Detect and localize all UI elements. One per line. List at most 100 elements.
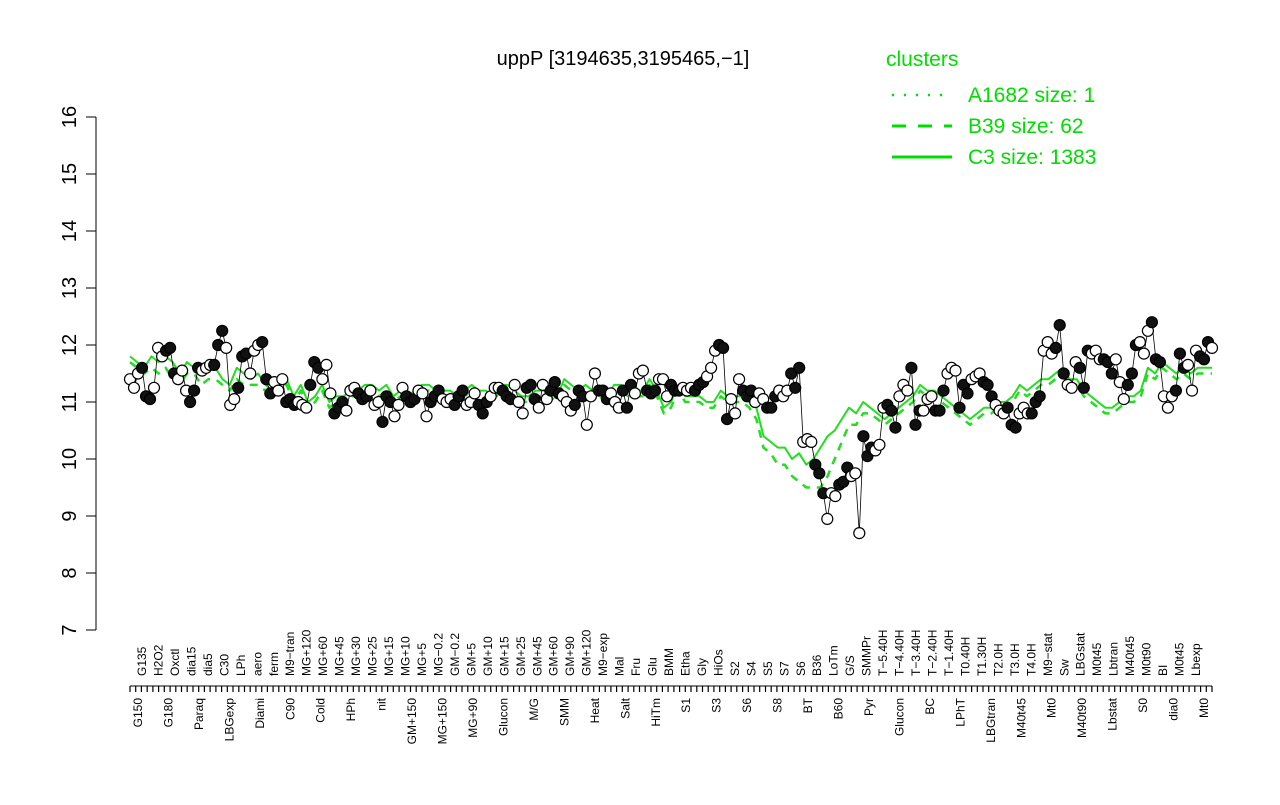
- data-point: [905, 361, 918, 374]
- data-point: [1121, 378, 1134, 391]
- x-tick-label: LBGtran: [984, 698, 998, 743]
- x-tick-label: Diami: [253, 698, 267, 729]
- x-tick-label: S4: [744, 661, 758, 676]
- data-point: [416, 387, 429, 400]
- y-tick-label: 8: [59, 567, 81, 578]
- series-line-solid: [129, 355, 1212, 466]
- data-point: [568, 398, 581, 411]
- x-tick-label: MG−0.2: [431, 633, 445, 676]
- x-tick-label: T2.0H: [991, 643, 1005, 676]
- series-lines: [129, 355, 1212, 489]
- x-tick-label: nit: [375, 697, 389, 710]
- data-point: [468, 387, 481, 400]
- data-point: [873, 438, 886, 451]
- data-point: [147, 381, 161, 394]
- data-point: [933, 404, 946, 417]
- data-point: [937, 384, 950, 397]
- x-tick-label: S3: [710, 698, 724, 713]
- x-tick-label: BI: [1156, 665, 1170, 676]
- y-tick-label: 14: [59, 220, 81, 242]
- data-point: [901, 384, 914, 397]
- x-tick-label: HPh: [344, 698, 358, 721]
- x-tick-label: S6: [740, 698, 754, 713]
- x-tick-label: Sw: [1057, 659, 1071, 676]
- x-tick-label: Lbexp: [1189, 643, 1203, 676]
- x-tick-label: BC: [923, 698, 937, 715]
- data-point: [135, 361, 149, 374]
- data-point: [228, 393, 241, 406]
- x-tick-label: T0.40H: [958, 637, 972, 676]
- x-tick-label: S0: [1136, 698, 1150, 713]
- x-tick-label: MG+120: [300, 629, 314, 676]
- data-point: [1049, 341, 1062, 354]
- legend-label-a1682: A1682 size: 1: [968, 84, 1095, 107]
- y-tick-label: 12: [59, 334, 81, 356]
- data-point: [1145, 316, 1159, 329]
- data-point: [805, 435, 818, 448]
- x-tick-label: Mt0: [1045, 698, 1059, 718]
- x-tick-label: S2: [728, 661, 742, 676]
- data-point: [857, 430, 870, 443]
- x-tick-label: aero: [250, 652, 264, 676]
- x-tick-label: GM+15: [497, 636, 511, 676]
- legend-label-b39: B39 size: 62: [968, 115, 1084, 138]
- data-point: [143, 393, 157, 406]
- data-point: [953, 401, 966, 414]
- data-point: [821, 512, 834, 526]
- data-point: [1105, 367, 1118, 380]
- data-point: [244, 367, 257, 380]
- data-point: [636, 364, 650, 377]
- data-point: [1133, 336, 1147, 349]
- data-point: [1033, 390, 1046, 403]
- data-point: [208, 358, 221, 371]
- x-tick-label: GM+45: [530, 636, 544, 676]
- data-point: [216, 324, 229, 337]
- data-point: [1181, 358, 1195, 371]
- data-point: [732, 373, 746, 386]
- x-tick-label: dia5: [201, 653, 215, 676]
- data-point: [176, 364, 189, 377]
- data-point: [232, 381, 245, 394]
- legend-label-c3: C3 size: 1383: [968, 146, 1096, 169]
- x-tick-label: LPh: [234, 655, 248, 676]
- x-tick-label: Mal: [613, 657, 627, 676]
- x-tick-label: S7: [777, 661, 791, 676]
- data-point: [1001, 401, 1014, 414]
- x-tick-label: M0t90: [1140, 642, 1154, 676]
- x-tick-label: Lbtran: [1107, 642, 1121, 676]
- x-tick-label: Salt: [618, 697, 632, 718]
- data-point: [324, 387, 337, 400]
- x-tick-label: HiTm: [649, 698, 663, 727]
- x-tick-label: M9−tran: [283, 632, 297, 676]
- x-tick-label: H2O2: [152, 644, 166, 676]
- x-tick-label: BT: [801, 697, 815, 713]
- x-tick-label: M40t45: [1123, 636, 1137, 676]
- data-point: [512, 395, 525, 409]
- data-point: [220, 341, 233, 354]
- data-point: [532, 401, 545, 414]
- data-point: [1117, 393, 1130, 406]
- data-point: [1169, 384, 1183, 397]
- data-point: [849, 467, 862, 480]
- data-point: [340, 404, 353, 417]
- x-tick-label: GM+150: [405, 698, 419, 745]
- data-point: [889, 421, 902, 434]
- x-tick-label: Oxctl: [168, 649, 182, 676]
- data-point: [949, 364, 962, 377]
- x-tick-label: GM+120: [580, 629, 594, 676]
- data-point: [588, 367, 602, 380]
- x-tick-label: Heat: [588, 697, 602, 723]
- data-point: [789, 381, 802, 394]
- x-tick-label: SMM: [557, 698, 571, 726]
- x-tick-label: GM+60: [547, 636, 561, 676]
- data-point: [316, 373, 329, 386]
- x-tick-label: Mt0: [1197, 698, 1211, 718]
- data-point: [1161, 401, 1175, 414]
- x-tick-label: GM+10: [481, 636, 495, 676]
- x-tick-label: T−2.40H: [926, 630, 940, 676]
- data-point: [1077, 381, 1090, 394]
- x-tick-label: T−1.40H: [942, 630, 956, 676]
- x-tick-label: T−4.40H: [893, 630, 907, 676]
- data-point: [127, 381, 141, 394]
